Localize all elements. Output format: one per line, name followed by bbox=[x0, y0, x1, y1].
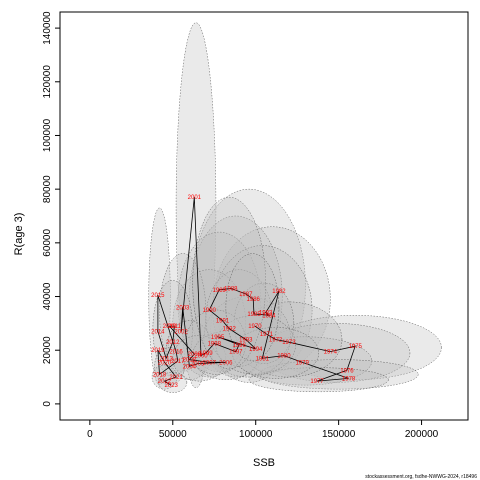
year-label: 1995 bbox=[211, 335, 225, 341]
confidence-ellipse bbox=[260, 323, 411, 383]
confidence-ellipse bbox=[177, 231, 261, 372]
y-tick-label: 40000 bbox=[42, 282, 53, 310]
year-label: 1998 bbox=[208, 342, 222, 348]
y-tick-label: 120000 bbox=[42, 65, 53, 99]
year-label: 2005 bbox=[191, 362, 205, 368]
year-label: 1982 bbox=[272, 289, 286, 295]
year-label: 1999 bbox=[199, 351, 213, 357]
x-tick-label: 150000 bbox=[322, 429, 356, 440]
confidence-ellipse bbox=[189, 215, 283, 378]
year-label: 1975 bbox=[349, 344, 363, 350]
year-label: 2006 bbox=[219, 360, 233, 366]
trajectory-line bbox=[157, 197, 356, 386]
year-label: 2014 bbox=[151, 329, 165, 335]
confidence-ellipse bbox=[192, 188, 306, 383]
trajectory-polyline bbox=[157, 197, 356, 386]
year-label: 1989 bbox=[213, 288, 227, 294]
year-label: 2021 bbox=[169, 375, 183, 381]
year-label: 2020 bbox=[158, 360, 172, 366]
confidence-ellipse bbox=[175, 22, 217, 389]
confidence-ellipse bbox=[152, 280, 193, 378]
x-tick-label: 200000 bbox=[405, 429, 439, 440]
confidence-ellipse bbox=[151, 364, 178, 390]
confidence-ellipse bbox=[204, 296, 291, 378]
plot-frame bbox=[59, 11, 469, 421]
y-tick-label: 140000 bbox=[42, 11, 53, 45]
year-label: 1991 bbox=[216, 319, 230, 325]
y-axis-title: R(age 3) bbox=[13, 213, 25, 256]
y-tick-label: 20000 bbox=[42, 336, 53, 364]
year-label: 1996 bbox=[232, 343, 246, 349]
year-label: 2023 bbox=[164, 383, 178, 389]
year-label: 2015 bbox=[151, 293, 165, 299]
year-label: 1980 bbox=[277, 354, 291, 360]
year-label: 1986 bbox=[247, 297, 261, 303]
year-label: 1981 bbox=[256, 356, 270, 362]
x-axis-title: SSB bbox=[253, 457, 275, 469]
year-label: 2022 bbox=[158, 379, 172, 385]
year-label: 1978 bbox=[342, 376, 356, 382]
y-tick-label: 0 bbox=[42, 401, 53, 407]
year-label: 2012 bbox=[166, 340, 180, 346]
x-axis: 0 50000 100000 150000 200000 bbox=[87, 420, 439, 440]
year-label: 2000 bbox=[194, 354, 208, 360]
year-label: 1979 bbox=[295, 360, 309, 366]
year-label: 2010 bbox=[163, 324, 177, 330]
confidence-ellipse bbox=[225, 253, 280, 362]
y-tick-label: 80000 bbox=[42, 175, 53, 203]
year-label: 2011 bbox=[168, 324, 182, 330]
year-label: 1985 bbox=[247, 312, 261, 318]
confidence-ellipse bbox=[148, 207, 171, 386]
confidence-ellipse bbox=[185, 309, 247, 375]
confidence-ellipse bbox=[215, 315, 296, 375]
year-label: 1974 bbox=[324, 350, 338, 356]
year-label: 1992 bbox=[222, 327, 236, 333]
year-label: 1972 bbox=[269, 337, 283, 343]
year-label: 1983 bbox=[259, 311, 273, 317]
year-label: 2008 bbox=[183, 358, 197, 364]
confidence-ellipse bbox=[268, 315, 442, 380]
confidence-ellipse bbox=[192, 196, 266, 370]
year-label: 1976 bbox=[340, 368, 354, 374]
x-tick-label: 100000 bbox=[239, 429, 273, 440]
year-label: 1987 bbox=[239, 292, 253, 298]
y-tick-label: 60000 bbox=[42, 229, 53, 257]
confidence-ellipse bbox=[233, 282, 295, 364]
year-label: 1970 bbox=[248, 324, 262, 330]
year-label: 2017 bbox=[171, 359, 185, 365]
year-label: 2009 bbox=[188, 352, 202, 358]
year-label: 2019 bbox=[151, 348, 165, 354]
year-label: 1993 bbox=[239, 337, 253, 343]
year-label: 2016 bbox=[169, 350, 183, 356]
x-tick-label: 0 bbox=[87, 429, 93, 440]
year-label: 1971 bbox=[260, 332, 274, 338]
year-label: 1973 bbox=[282, 340, 296, 346]
year-label: 2004 bbox=[183, 364, 197, 370]
year-label: 1994 bbox=[249, 347, 263, 353]
confidence-ellipses bbox=[148, 22, 442, 393]
year-label: 1984 bbox=[262, 313, 276, 319]
year-label: 1977 bbox=[310, 379, 324, 385]
year-label: 2018 bbox=[153, 372, 167, 378]
x-tick-label: 50000 bbox=[159, 429, 187, 440]
year-label: 2007 bbox=[203, 360, 217, 366]
credit-text: stockassessment.org, fsdhe-NWWG-2024, r1… bbox=[365, 474, 477, 480]
year-label: 2003 bbox=[176, 305, 190, 311]
year-label: 1997 bbox=[229, 350, 243, 356]
year-label: 2013 bbox=[159, 356, 173, 362]
year-label: 2002 bbox=[174, 329, 188, 335]
year-label: 2001 bbox=[188, 195, 202, 201]
confidence-ellipse bbox=[232, 327, 319, 379]
y-axis: 0 20000 40000 60000 80000 100000 120000 140000 bbox=[42, 11, 60, 407]
year-label: 1988 bbox=[224, 286, 238, 292]
year-label: 1990 bbox=[203, 308, 217, 314]
y-tick-label: 100000 bbox=[42, 118, 53, 152]
